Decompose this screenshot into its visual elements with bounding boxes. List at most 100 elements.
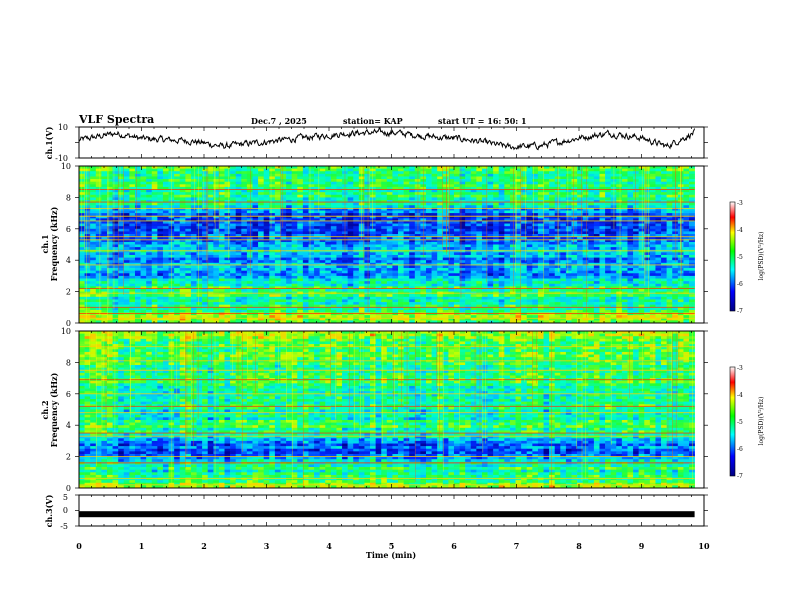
spectrogram-cell [644,273,651,277]
spectrogram-cell [330,176,337,180]
spectrogram-cell [666,220,673,224]
spectrogram-cell [515,223,522,227]
spectrogram-cell [644,215,651,219]
spectrogram-cell [370,184,376,188]
spectrogram-cell [666,194,673,198]
spectrogram-cell [314,171,320,175]
spectrogram-cell [174,239,181,243]
spectrogram-cell [616,176,623,180]
spectrogram-cell [140,273,147,277]
spectrogram-cell [509,173,516,177]
spectrogram-cell [638,239,645,243]
spectrogram-cell [269,213,276,217]
spectrogram-cell [672,166,679,169]
spectrogram-cell [112,252,119,256]
spectrogram-cell [269,236,276,240]
spectrogram-cell [487,265,494,269]
spectrogram-cell [151,257,158,261]
spectrogram-cell [493,176,500,180]
spectrogram-cell [453,275,460,279]
spectrogram-cell [252,189,259,193]
spectrogram-cell [90,168,97,172]
spectrogram-cell [157,257,164,261]
spectrogram-cell [465,186,472,190]
spectrogram-cell [577,215,583,219]
spectrogram-cell [101,179,108,182]
spectrogram-cell [381,186,388,190]
spectrogram-cell [79,257,85,261]
spectrogram-cell [90,173,97,177]
spectrogram-cell [526,260,533,264]
spectrogram-cell [599,257,606,261]
spectrogram-cell [246,192,253,196]
spectrogram-cell [269,176,276,180]
spectrogram-cell [347,241,354,245]
spectrogram-cell [398,226,404,230]
spectrogram-cell [218,236,225,240]
spectrogram-cell [610,262,617,266]
spectrogram-cell [582,223,589,227]
spectrogram-cell [526,197,533,201]
spectrogram-cell [381,179,388,182]
spectrogram-cell [157,205,164,209]
spectrogram-cell [577,189,583,193]
spectrogram-cell [230,260,237,264]
spectrogram-cell [588,202,595,206]
spectrogram-cell [481,252,488,256]
spectrogram-cell [319,184,326,188]
spectrogram-cell [330,173,337,177]
spectrogram-cell [364,168,371,172]
spectrogram-cell [386,262,393,266]
spectrogram-cell [157,192,164,196]
spectrogram-cell [655,247,662,251]
spectrogram-cell [661,247,667,251]
spectrogram-cell [398,257,404,261]
spectrogram-cell [146,184,153,188]
spectrogram-cell [134,228,141,232]
spectrogram-cell [269,241,276,245]
spectrogram-cell [353,192,360,196]
spectrogram-cell [476,236,483,240]
spectrogram-cell [616,257,623,261]
spectrogram-cell [241,210,248,214]
spectrogram-cell [246,270,253,274]
spectrogram-cell [481,236,488,240]
spectrogram-cell [146,268,153,271]
spectrogram-cell [689,252,695,256]
spectrogram-cell [342,268,348,271]
spectrogram-cell [633,210,639,214]
spectrogram-cell [112,226,119,230]
spectrogram-cell [571,265,578,269]
spectrogram-cell [291,260,298,264]
spectrogram-cell [689,265,695,269]
spectrogram-cell [683,176,690,180]
spectrogram-cell [644,228,651,232]
spectrogram-cell [364,213,371,217]
spectrogram-cell [437,228,444,232]
spectrogram-cell [230,218,237,222]
spectrogram-cell [274,260,281,264]
spectrogram-cell [683,247,690,251]
spectrogram-cell [655,179,662,182]
spectrogram-cell [655,210,662,214]
spectrogram-cell [280,275,287,279]
spectrogram-cell [537,205,544,209]
spectrogram-cell [414,273,421,277]
spectrogram-cell [582,241,589,245]
spectrogram-cell [560,186,567,190]
spectrogram-cell [174,241,181,245]
spectrogram-cell [151,270,158,274]
spectrogram-cell [252,257,259,261]
spectrogram-cell [638,220,645,224]
spectrogram-cell [644,275,651,279]
spectrogram-cell [515,275,522,279]
spectrogram-cell [493,205,500,209]
spectrogram-cell [106,215,113,219]
spectrogram-cell [263,210,270,214]
spectrogram-cell [325,171,332,175]
spectrogram-cell [425,192,432,196]
spectrogram-cell [302,207,309,211]
spectrogram-cell [230,247,237,251]
spectrogram-cell [571,275,578,279]
spectrogram-cell [588,268,595,271]
